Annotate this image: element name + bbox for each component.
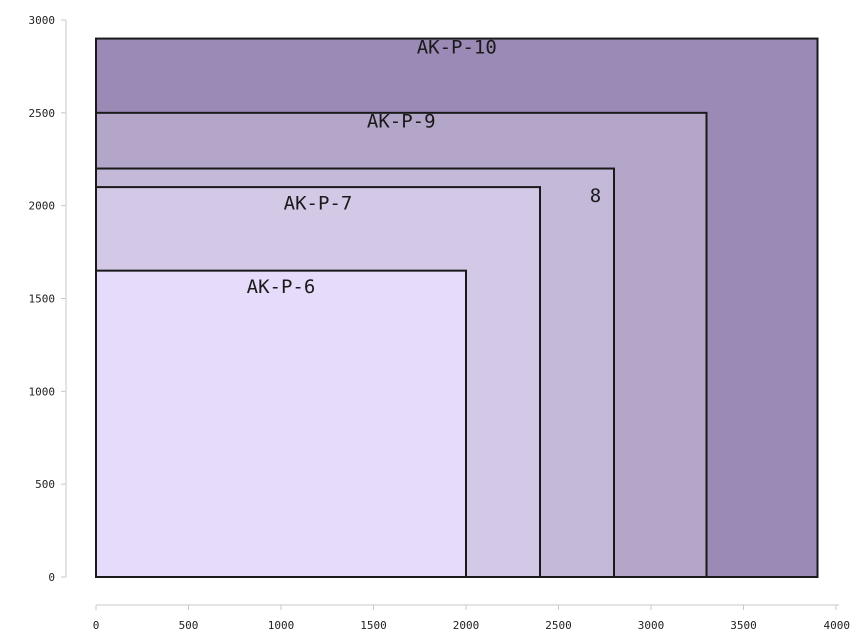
y-tick-label: 1000: [29, 385, 56, 398]
rect-label-ak-p-8: 8: [590, 185, 601, 207]
rect-label-ak-p-6: AK-P-6: [247, 276, 316, 298]
x-tick-label: 4000: [824, 619, 851, 632]
y-tick-label: 2000: [29, 200, 56, 213]
x-tick-label: 3000: [638, 619, 665, 632]
rectangle-labels-layer: AK-P-10 AK-P-9 8 AK-P-7 AK-P-6: [247, 36, 602, 298]
y-tick-label: 0: [48, 571, 55, 584]
rect-ak-p-6: [95, 269, 467, 578]
y-tick-label: 3000: [29, 14, 56, 27]
y-axis: 0 500 1000 1500 2000 2500 3000: [29, 14, 67, 584]
rectangles-layer: [95, 37, 819, 579]
x-tick-label: 3500: [730, 619, 757, 632]
x-axis: 0 500 1000 1500 2000 2500 3000 3500 4000: [93, 604, 851, 632]
x-tick-label: 1000: [268, 619, 295, 632]
rect-label-ak-p-9: AK-P-9: [367, 111, 436, 133]
y-tick-label: 1500: [29, 293, 56, 306]
x-tick-label: 500: [179, 619, 199, 632]
x-tick-label: 1500: [360, 619, 387, 632]
x-tick-label: 0: [93, 619, 100, 632]
x-tick-label: 2500: [545, 619, 572, 632]
y-tick-label: 2500: [29, 107, 56, 120]
y-tick-label: 500: [35, 478, 55, 491]
x-tick-label: 2000: [453, 619, 480, 632]
rect-label-ak-p-10: AK-P-10: [417, 36, 497, 58]
rect-label-ak-p-7: AK-P-7: [284, 192, 353, 214]
